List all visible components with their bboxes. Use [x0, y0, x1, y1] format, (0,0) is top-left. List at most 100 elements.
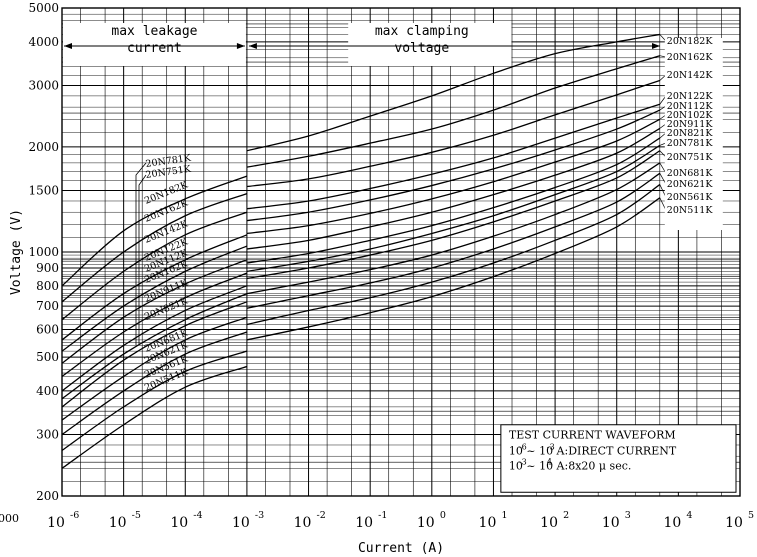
- clamping-region-bg: [348, 23, 512, 66]
- x-tick-exp: -6: [70, 510, 79, 521]
- leakage-curve-20N142K: [61, 211, 248, 321]
- clamp-curve-20N561K: [246, 184, 661, 326]
- x-tick-base: 10: [725, 515, 743, 531]
- right-label-20N781K: 20N781K: [667, 138, 714, 149]
- waveform-superscript: 4: [547, 458, 552, 467]
- x-tick-base: 10: [663, 515, 681, 531]
- clamp-curve-20N112K: [246, 109, 661, 222]
- y-tick-label: 3000: [28, 78, 59, 92]
- x-tick-base: 10: [232, 515, 250, 531]
- x-tick-base: 10: [170, 515, 188, 531]
- waveform-box: [500, 424, 737, 493]
- y-tick-label: 2000: [28, 140, 59, 154]
- clamping-arrow-head-right: [652, 43, 660, 49]
- x-tick-exp: -5: [132, 510, 141, 521]
- x-tick-exp: 3: [625, 510, 631, 521]
- right-label-20N911K: 20N911K: [667, 119, 714, 130]
- leakage-curve-20N511K: [61, 365, 248, 469]
- clamp-curve-20N122K: [246, 103, 661, 210]
- x-tick-exp: 2: [563, 510, 569, 521]
- y-tick-label: 4000: [28, 35, 59, 49]
- right-label-20N182K: 20N182K: [667, 36, 714, 47]
- leakage-curve-20N781K: [61, 293, 248, 400]
- x-tick-base: 10: [294, 515, 312, 531]
- leakage-curve-20N751K: [61, 301, 248, 408]
- right-label-20N751K: 20N751K: [667, 152, 714, 163]
- y-tick-label: 5000: [28, 1, 59, 15]
- x-tick-exp: -4: [193, 510, 202, 521]
- right-label-20N102K: 20N102K: [667, 110, 714, 121]
- right-label-20N122K: 20N122K: [667, 91, 714, 102]
- y-tick-label: 200: [36, 489, 59, 503]
- leakage-curve-20N162K: [61, 192, 248, 303]
- clamp-curve-20N751K: [246, 150, 661, 280]
- leakage-region-label: max leakage: [111, 24, 197, 39]
- leakage-curve-20N102K: [61, 259, 248, 364]
- y-tick-label: 1500: [28, 184, 59, 198]
- clamp-curve-20N911K: [246, 127, 661, 250]
- leakage-arrow-head-right: [236, 43, 245, 49]
- leakage-region-label: current: [127, 41, 182, 56]
- clamping-region-label: voltage: [394, 41, 449, 56]
- y-tick-label: 400: [36, 384, 59, 398]
- waveform-superscript: -3: [547, 443, 555, 452]
- right-label-20N821K: 20N821K: [667, 128, 714, 139]
- y-tick-label: 600: [36, 322, 59, 336]
- y-tick-label: 900: [36, 261, 59, 275]
- plot-frame: [61, 7, 741, 497]
- waveform-superscript: -6: [519, 443, 527, 452]
- leakage-curve-20N182K: [61, 175, 248, 287]
- clamp-curve-20N142K: [246, 79, 661, 188]
- x-tick-base: 10: [417, 515, 435, 531]
- x-tick-base: 10: [602, 515, 620, 531]
- waveform-line1: 10 ~ 10 A:DIRECT CURRENT: [509, 445, 677, 458]
- right-label-bg: [664, 38, 723, 230]
- x-tick-base: 10: [479, 515, 497, 531]
- x-tick-exp: 4: [686, 510, 692, 521]
- left-label-leader: [135, 162, 147, 345]
- curves: [61, 33, 661, 469]
- clamp-curve-20N162K: [246, 55, 660, 168]
- x-tick-exp: -3: [255, 510, 264, 521]
- stray-label: 000: [0, 512, 19, 525]
- leakage-curve-20N561K: [61, 350, 248, 452]
- x-tick-exp: -1: [378, 510, 387, 521]
- y-tick-label: 500: [36, 350, 59, 364]
- right-label-20N621K: 20N621K: [667, 179, 714, 190]
- clamp-curve-20N781K: [246, 144, 661, 273]
- clamp-curve-20N102K: [246, 118, 661, 235]
- x-tick-base: 10: [355, 515, 373, 531]
- x-tick-exp: 5: [748, 510, 754, 521]
- leakage-curve-20N911K: [61, 272, 248, 377]
- x-tick-base: 10: [47, 515, 65, 531]
- waveform-line2: 10 ~ 10 A:8x20 μ sec.: [509, 460, 632, 473]
- leakage-curve-20N112K: [61, 245, 248, 352]
- x-tick-exp: -2: [317, 510, 326, 521]
- right-label-20N142K: 20N142K: [667, 70, 714, 81]
- clamp-curve-20N621K: [246, 172, 661, 309]
- clamping-arrow-head-left: [248, 43, 257, 49]
- left-label-leader: [138, 174, 147, 345]
- right-label-20N561K: 20N561K: [667, 192, 714, 203]
- right-label-20N112K: 20N112K: [667, 101, 714, 112]
- clamp-curve-20N821K: [246, 137, 661, 264]
- labels: max leakage current max clamping voltage 20N…: [63, 23, 737, 493]
- leakage-arrow-head-left: [64, 43, 72, 49]
- leakage-region-bg: [63, 23, 246, 66]
- y-tick-label: 700: [36, 299, 59, 313]
- clamp-curve-20N511K: [246, 197, 661, 341]
- leakage-curve-20N681K: [61, 316, 248, 421]
- x-tick-exp: 0: [440, 510, 446, 521]
- right-label-20N681K: 20N681K: [667, 168, 714, 179]
- x-tick-base: 10: [109, 515, 127, 531]
- y-axis-title: Voltage (V): [9, 209, 24, 295]
- clamp-curve-20N681K: [246, 162, 661, 295]
- leakage-curve-20N821K: [61, 285, 248, 392]
- right-label-20N162K: 20N162K: [667, 52, 714, 63]
- x-tick-base: 10: [540, 515, 558, 531]
- x-tick-exp: 1: [501, 510, 507, 521]
- clamping-region-label: max clamping: [375, 24, 469, 39]
- waveform-title: TEST CURRENT WAVEFORM: [509, 429, 676, 442]
- leakage-curve-20N621K: [61, 331, 248, 436]
